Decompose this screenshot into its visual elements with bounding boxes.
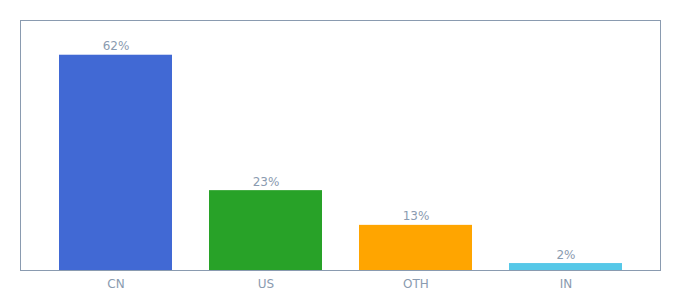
svg-text:23%: 23%: [253, 175, 280, 189]
svg-text:CN: CN: [107, 277, 124, 291]
svg-text:13%: 13%: [403, 209, 430, 223]
svg-text:US: US: [258, 277, 274, 291]
svg-text:IN: IN: [560, 277, 573, 291]
svg-text:2%: 2%: [556, 248, 575, 262]
svg-text:OTH: OTH: [403, 277, 429, 291]
svg-text:62%: 62%: [103, 39, 130, 53]
